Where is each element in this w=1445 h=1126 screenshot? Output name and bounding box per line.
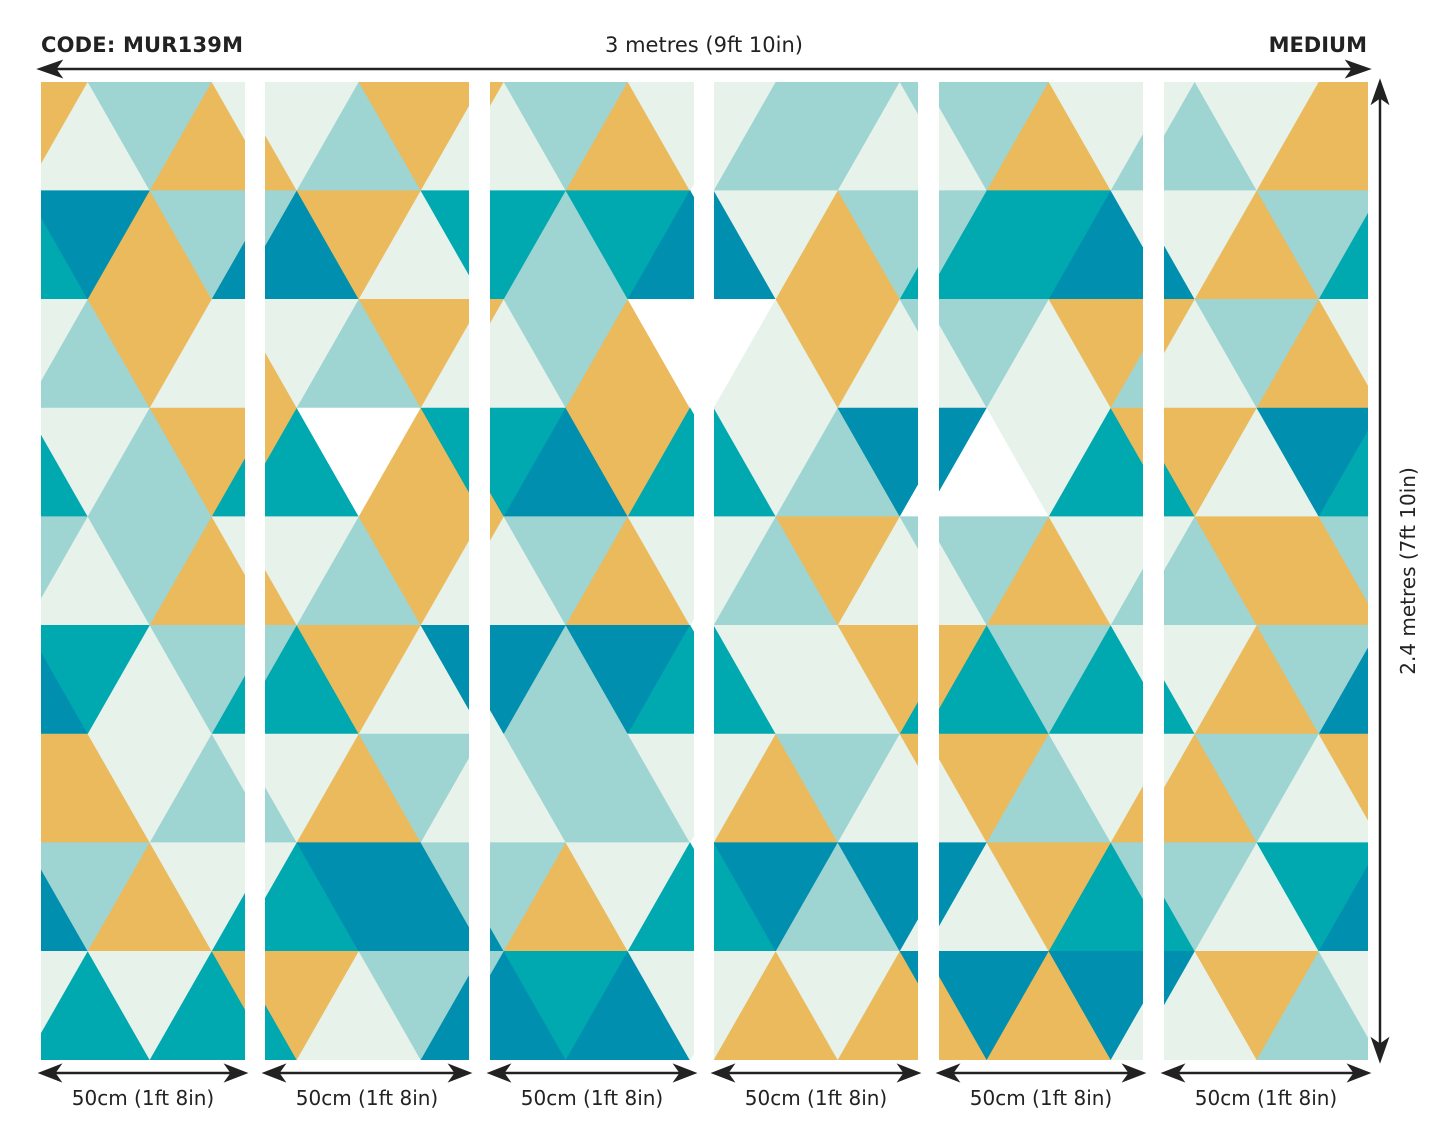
panel-width-label: 50cm (1ft 8in) [520,1086,664,1110]
panel-width-label: 50cm (1ft 8in) [295,1086,439,1110]
wallpaper-panel-4 [714,82,918,1060]
size-label: MEDIUM [1268,33,1367,57]
width-dimension-label: 3 metres (9ft 10in) [605,33,803,57]
wallpaper-panel-1 [41,82,245,1060]
arrow-left-icon [36,59,64,79]
wallpaper-panel-2 [265,82,469,1060]
arrow-up-icon [1370,78,1390,106]
wallpaper-panel-3 [490,82,694,1060]
arrow-down-icon [1370,1036,1390,1064]
product-code: CODE: MUR139M [41,33,244,57]
arrow-right-icon [1344,59,1372,79]
wallpaper-panel-6 [1164,82,1368,1060]
wallpaper-panel-5 [939,82,1143,1060]
panel-width-label: 50cm (1ft 8in) [969,1086,1113,1110]
panel-width-label: 50cm (1ft 8in) [71,1086,215,1110]
height-dimension-label: 2.4 metres (7ft 10in) [1396,467,1420,675]
panel-width-label: 50cm (1ft 8in) [1194,1086,1338,1110]
panel-width-label: 50cm (1ft 8in) [744,1086,888,1110]
